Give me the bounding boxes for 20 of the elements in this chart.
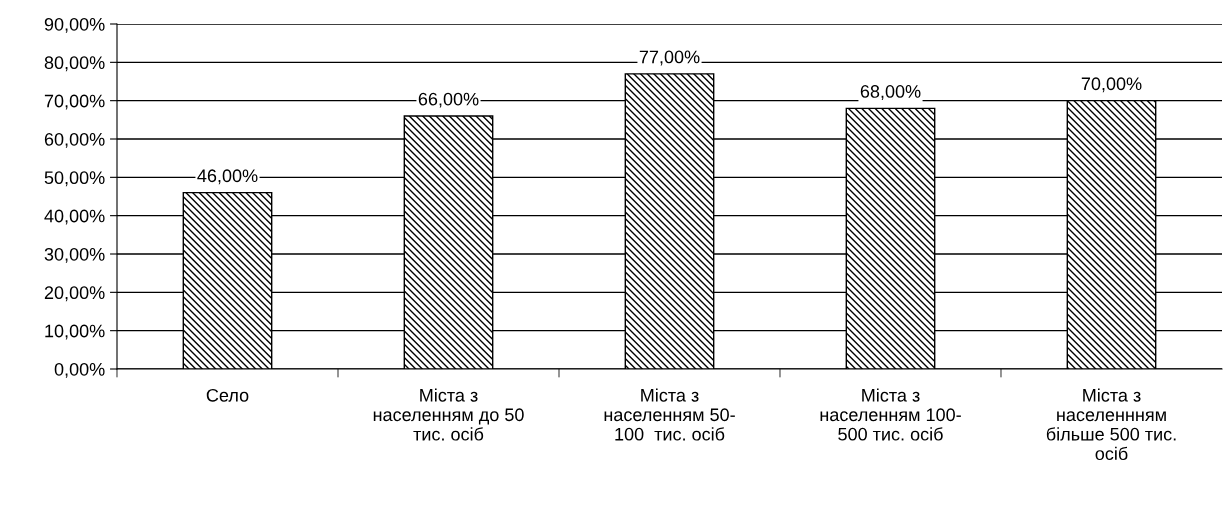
x-tick-label: Міста з населенням 50- 100 тис. осіб [604,388,735,441]
x-tick-label: Село [206,388,249,402]
data-label: 77,00% [639,50,700,66]
x-tick-label: Міста з населенням до 50 тис. осіб [373,388,524,441]
y-tick-label: 10,00% [45,324,105,340]
y-tick-label: 90,00% [44,17,105,33]
y-tick-label: 50,00% [44,171,105,187]
x-tick-label: Міста з населеннням більше 500 тис. осіб [1046,388,1176,461]
x-tick-label: Міста з населенням 100- 500 тис. осіб [820,388,961,441]
y-tick-label: 80,00% [44,56,105,72]
data-label: 66,00% [418,92,479,108]
y-tick-label: 40,00% [44,209,105,225]
y-tick-label: 70,00% [44,94,105,110]
y-tick-label: 30,00% [44,247,105,263]
y-tick-label: 0,00% [54,362,105,378]
y-tick-label: 60,00% [44,132,105,148]
y-tick-label: 20,00% [44,286,105,302]
data-label: 46,00% [197,169,258,185]
data-label: 70,00% [1081,77,1142,93]
data-label: 68,00% [860,85,921,100]
